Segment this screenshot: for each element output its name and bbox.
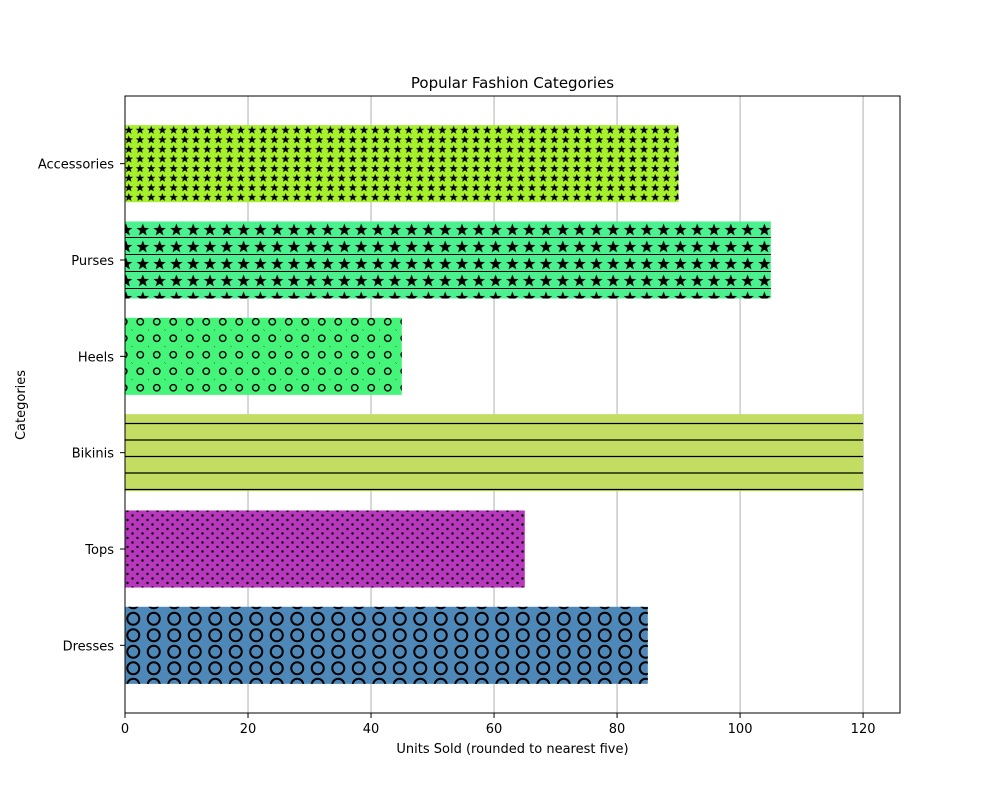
bar-pattern-purses <box>125 221 771 299</box>
bar-dresses <box>125 606 648 684</box>
chart-title: Popular Fashion Categories <box>411 74 614 92</box>
bars <box>125 125 864 684</box>
x-axis-label: Units Sold (rounded to nearest five) <box>396 742 628 757</box>
y-tick-label-accessories: Accessories <box>38 158 114 173</box>
bar-heels <box>125 317 402 395</box>
y-tick-label-purses: Purses <box>71 254 114 269</box>
y-axis-ticks: Dresses Tops Bikinis Heels Purses Accessories <box>38 158 125 654</box>
bar-pattern-heels <box>125 317 402 395</box>
y-tick-label-heels: Heels <box>78 350 114 365</box>
x-tick-label-80: 80 <box>609 722 626 737</box>
bar-pattern-bikinis <box>125 414 864 492</box>
x-tick-label-40: 40 <box>363 722 380 737</box>
plot-frame <box>124 95 901 714</box>
bar-pattern-tops <box>125 510 525 588</box>
x-tick-label-0: 0 <box>121 722 129 737</box>
x-tick-label-20: 20 <box>240 722 257 737</box>
y-axis-label: Categories <box>14 370 29 440</box>
y-tick-label-tops: Tops <box>84 543 114 558</box>
x-axis-ticks: 0 20 40 60 80 100 120 <box>121 713 876 737</box>
x-tick-label-120: 120 <box>851 722 876 737</box>
bar-tops <box>125 510 525 588</box>
x-tick-label-100: 100 <box>728 722 753 737</box>
bar-pattern-dresses <box>125 606 648 684</box>
bar-purses <box>125 221 771 299</box>
bar-bikinis <box>125 414 864 492</box>
y-tick-label-dresses: Dresses <box>63 639 115 654</box>
bar-pattern-accessories <box>125 125 679 203</box>
x-tick-label-60: 60 <box>486 722 503 737</box>
y-tick-label-bikinis: Bikinis <box>72 447 115 462</box>
bar-accessories <box>125 125 679 203</box>
